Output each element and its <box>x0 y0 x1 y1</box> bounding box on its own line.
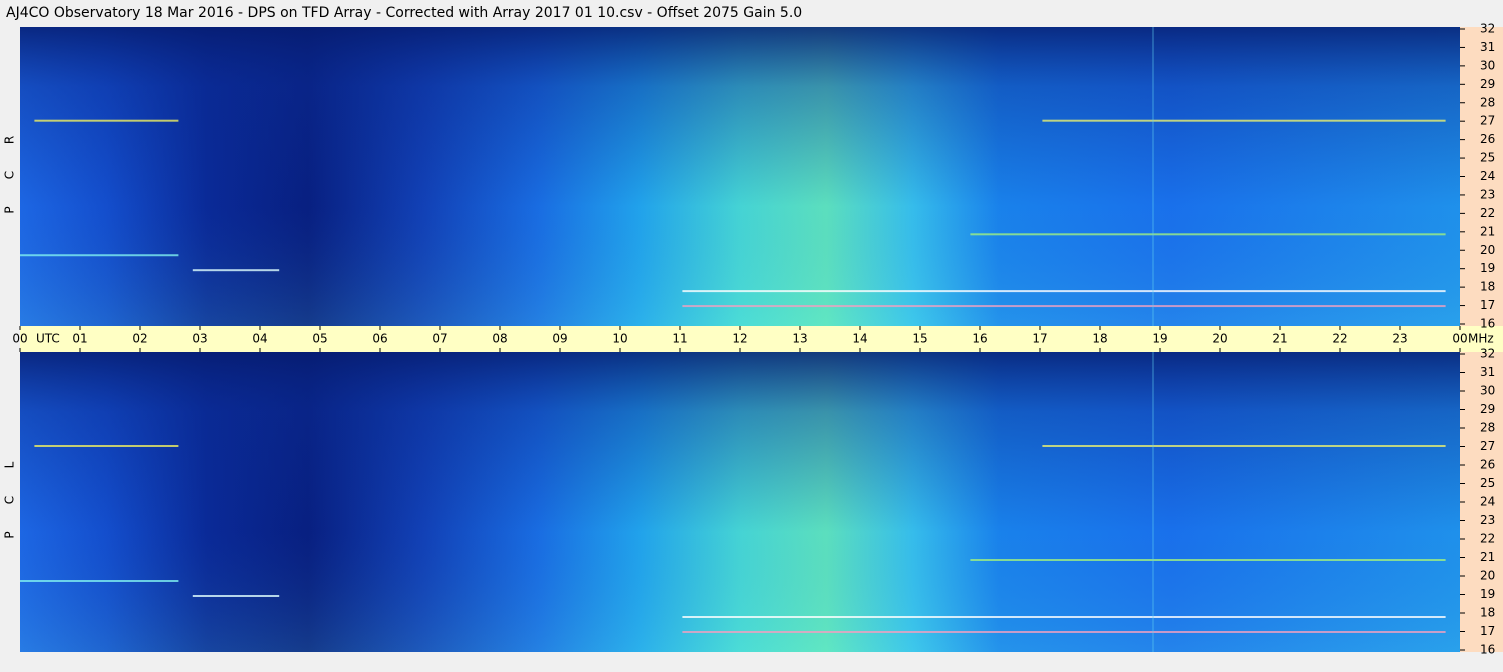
time-unit: UTC <box>36 332 60 346</box>
y-tick-label: 16 <box>1480 317 1495 331</box>
x-tick-label: 06 <box>372 332 387 346</box>
y-tick-label: 31 <box>1480 365 1495 379</box>
time-axis-band <box>20 326 1460 352</box>
y-tick-label: 27 <box>1480 439 1495 453</box>
interference-streak <box>970 559 1446 561</box>
y-tick-label: 24 <box>1480 169 1495 183</box>
y-tick-label: 25 <box>1480 476 1495 490</box>
interference-streak <box>192 595 280 597</box>
x-tick-label: 15 <box>912 332 927 346</box>
y-tick-label: 19 <box>1480 587 1495 601</box>
interference-streak <box>34 445 179 447</box>
x-tick-label: 12 <box>732 332 747 346</box>
interference-streak <box>20 254 179 257</box>
time-axis-band <box>1460 326 1503 352</box>
panel-label: R <box>3 136 17 144</box>
y-tick-label: 28 <box>1480 421 1495 435</box>
interference-streak <box>682 616 1446 618</box>
y-tick-label: 29 <box>1480 77 1495 91</box>
x-tick-label: 04 <box>252 332 267 346</box>
interference-streak <box>192 269 280 272</box>
y-tick-label: 19 <box>1480 261 1495 275</box>
x-tick-label: 10 <box>612 332 627 346</box>
y-tick-label: 18 <box>1480 606 1495 620</box>
y-tick-label: 28 <box>1480 95 1495 109</box>
y-tick-label: 30 <box>1480 58 1495 72</box>
x-tick-label: 09 <box>552 332 567 346</box>
interference-streak <box>34 119 179 122</box>
y-tick-label: 16 <box>1480 643 1495 657</box>
x-tick-label: 00 <box>1452 332 1467 346</box>
chart-title: AJ4CO Observatory 18 Mar 2016 - DPS on T… <box>6 5 802 21</box>
y-tick-label: 23 <box>1480 513 1495 527</box>
x-tick-label: 07 <box>432 332 447 346</box>
x-tick-label: 03 <box>192 332 207 346</box>
y-tick-label: 31 <box>1480 40 1495 54</box>
panel-label: P <box>3 531 17 538</box>
y-tick-label: 20 <box>1480 243 1495 257</box>
interference-streak <box>20 580 179 582</box>
spectrogram-shade <box>20 352 1460 652</box>
y-tick-label: 32 <box>1480 22 1495 36</box>
x-tick-label: 19 <box>1152 332 1167 346</box>
y-tick-label: 25 <box>1480 151 1495 165</box>
y-tick-label: 22 <box>1480 532 1495 546</box>
x-tick-label: 11 <box>672 332 687 346</box>
x-tick-label: 14 <box>852 332 867 346</box>
x-tick-label: 00 <box>12 332 27 346</box>
y-tick-label: 21 <box>1480 550 1495 564</box>
x-tick-label: 18 <box>1092 332 1107 346</box>
interference-streak <box>682 305 1446 308</box>
y-tick-label: 24 <box>1480 495 1495 509</box>
x-tick-label: 16 <box>972 332 987 346</box>
x-tick-label: 23 <box>1392 332 1407 346</box>
x-tick-label: 02 <box>132 332 147 346</box>
y-tick-label: 26 <box>1480 458 1495 472</box>
y-tick-label: 27 <box>1480 114 1495 128</box>
x-tick-label: 17 <box>1032 332 1047 346</box>
y-tick-label: 26 <box>1480 132 1495 146</box>
interference-streak <box>682 290 1446 293</box>
x-tick-label: 20 <box>1212 332 1227 346</box>
spectrogram-shade <box>20 27 1460 326</box>
panel-label: C <box>3 171 17 179</box>
interference-streak <box>970 233 1446 236</box>
interference-streak <box>682 631 1446 633</box>
y-tick-label: 22 <box>1480 206 1495 220</box>
x-tick-label: 05 <box>312 332 327 346</box>
panel-label: C <box>3 496 17 504</box>
y-tick-label: 18 <box>1480 280 1495 294</box>
x-tick-label: 22 <box>1332 332 1347 346</box>
x-tick-label: 21 <box>1272 332 1287 346</box>
y-tick-label: 30 <box>1480 384 1495 398</box>
x-tick-label: 01 <box>72 332 87 346</box>
interference-streak <box>1042 445 1446 447</box>
panel-label: P <box>3 206 17 213</box>
y-tick-label: 23 <box>1480 187 1495 201</box>
frequency-unit: MHz <box>1468 332 1494 346</box>
x-tick-label: 08 <box>492 332 507 346</box>
x-tick-label: 13 <box>792 332 807 346</box>
y-tick-label: 17 <box>1480 624 1495 638</box>
y-tick-label: 29 <box>1480 402 1495 416</box>
y-tick-label: 20 <box>1480 569 1495 583</box>
panel-label: L <box>3 461 17 468</box>
y-tick-label: 21 <box>1480 224 1495 238</box>
y-tick-label: 17 <box>1480 298 1495 312</box>
y-tick-label: 32 <box>1480 347 1495 361</box>
interference-streak <box>1042 119 1446 122</box>
